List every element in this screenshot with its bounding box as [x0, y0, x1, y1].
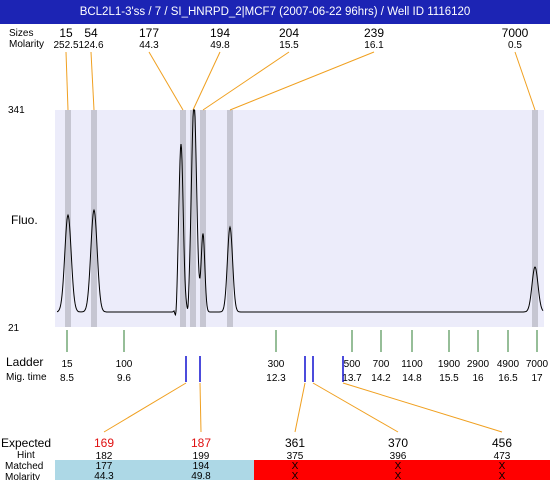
ladder-size-label: 2900 [467, 359, 490, 370]
expected-connector [342, 382, 503, 433]
peak-molarity-label: 252.5 [53, 40, 78, 51]
peak-molarity-label: 0.5 [508, 40, 522, 51]
hint-value: 182 [96, 451, 113, 462]
peak-band [200, 110, 206, 327]
migtime-label: Mig. time [6, 372, 47, 383]
hint-value: 396 [390, 451, 407, 462]
hint-value: 199 [193, 451, 210, 462]
hint-value: 375 [287, 451, 304, 462]
electropherogram-trace [56, 109, 544, 317]
sizes-label: Sizes [9, 28, 33, 39]
hint-value: 473 [494, 451, 511, 462]
peak-molarity-label: 16.1 [364, 40, 384, 51]
expected-connector [199, 382, 202, 433]
matched-value: 177 [96, 461, 113, 472]
y-tick-label: 341 [8, 105, 25, 116]
ladder-migtime-label: 14.8 [402, 373, 422, 384]
peak-connector [514, 51, 536, 111]
ladder-size-label: 1900 [438, 359, 461, 370]
expected-connector [294, 382, 306, 433]
expected-value: 456 [492, 436, 512, 450]
peak-molarity-label: 15.5 [279, 40, 299, 51]
peak-band [190, 110, 196, 327]
y-tick-label: 21 [8, 323, 20, 334]
peak-size-label: 15 [59, 26, 73, 40]
ladder-migtime-label: 14.2 [371, 373, 391, 384]
peak-connector [90, 51, 95, 111]
matched-band [55, 460, 254, 480]
chart-title: BCL2L1-3'ss / 7 / SI_HNRPD_2|MCF7 (2007-… [0, 0, 550, 24]
peak-size-label: 239 [364, 26, 384, 40]
peak-size-label: 54 [84, 26, 98, 40]
peak-molarity-label: 49.8 [210, 40, 230, 51]
plot-area [55, 110, 544, 327]
expected-connector [103, 382, 187, 433]
ladder-size-label: 7000 [526, 359, 549, 370]
ladder-size-label: 300 [268, 359, 285, 370]
expected-label: Expected [1, 436, 51, 450]
ladder-label: Ladder [6, 355, 43, 369]
matched-value: 194 [193, 461, 210, 472]
expected-connector [312, 382, 399, 433]
ladder-size-label: 700 [373, 359, 390, 370]
ladder-size-label: 15 [61, 359, 73, 370]
matched-molarity-value: 44.3 [94, 471, 114, 480]
matched-value: X [292, 461, 299, 472]
ladder-migtime-label: 8.5 [60, 373, 74, 384]
matched-molarity-value: 49.8 [191, 471, 211, 480]
ladder-migtime-label: 17 [531, 373, 543, 384]
matched-molarity-value: X [499, 471, 506, 480]
ladder-migtime-label: 9.6 [117, 373, 131, 384]
ladder-migtime-label: 16.5 [498, 373, 518, 384]
peak-size-label: 177 [139, 26, 159, 40]
peak-connector [65, 51, 69, 111]
peak-size-label: 7000 [502, 26, 529, 40]
matched-value: X [395, 461, 402, 472]
peak-connector [148, 51, 184, 111]
matched-molarity-value: X [292, 471, 299, 480]
peak-molarity-label: 124.6 [78, 40, 103, 51]
peak-band [65, 110, 71, 327]
molarity-bottom-label: Molarity [5, 472, 40, 480]
peak-molarity-label: 44.3 [139, 40, 159, 51]
matched-value: X [499, 461, 506, 472]
peak-band [532, 110, 538, 327]
peak-connector [202, 51, 290, 111]
expected-value: 370 [388, 436, 408, 450]
ladder-size-label: 500 [344, 359, 361, 370]
ladder-size-label: 100 [116, 359, 133, 370]
expected-value: 187 [191, 436, 211, 450]
ladder-migtime-label: 15.5 [439, 373, 459, 384]
y-axis-label: Fluo. [11, 213, 38, 227]
peak-connector [192, 51, 221, 111]
peak-size-label: 204 [279, 26, 299, 40]
hint-label: Hint [17, 450, 35, 461]
unmatched-band [254, 460, 550, 480]
matched-molarity-value: X [395, 471, 402, 480]
ladder-migtime-label: 13.7 [342, 373, 362, 384]
peak-size-label: 194 [210, 26, 230, 40]
expected-value: 361 [285, 436, 305, 450]
peak-band [227, 110, 233, 327]
peak-connector [229, 51, 375, 111]
ladder-size-label: 4900 [497, 359, 520, 370]
ladder-size-label: 1100 [401, 359, 423, 370]
ladder-migtime-label: 16 [472, 373, 484, 384]
molarity-label: Molarity [9, 39, 44, 50]
ladder-migtime-label: 12.3 [266, 373, 286, 384]
matched-label: Matched [5, 461, 43, 472]
expected-value: 169 [94, 436, 114, 450]
peak-band [91, 110, 97, 327]
